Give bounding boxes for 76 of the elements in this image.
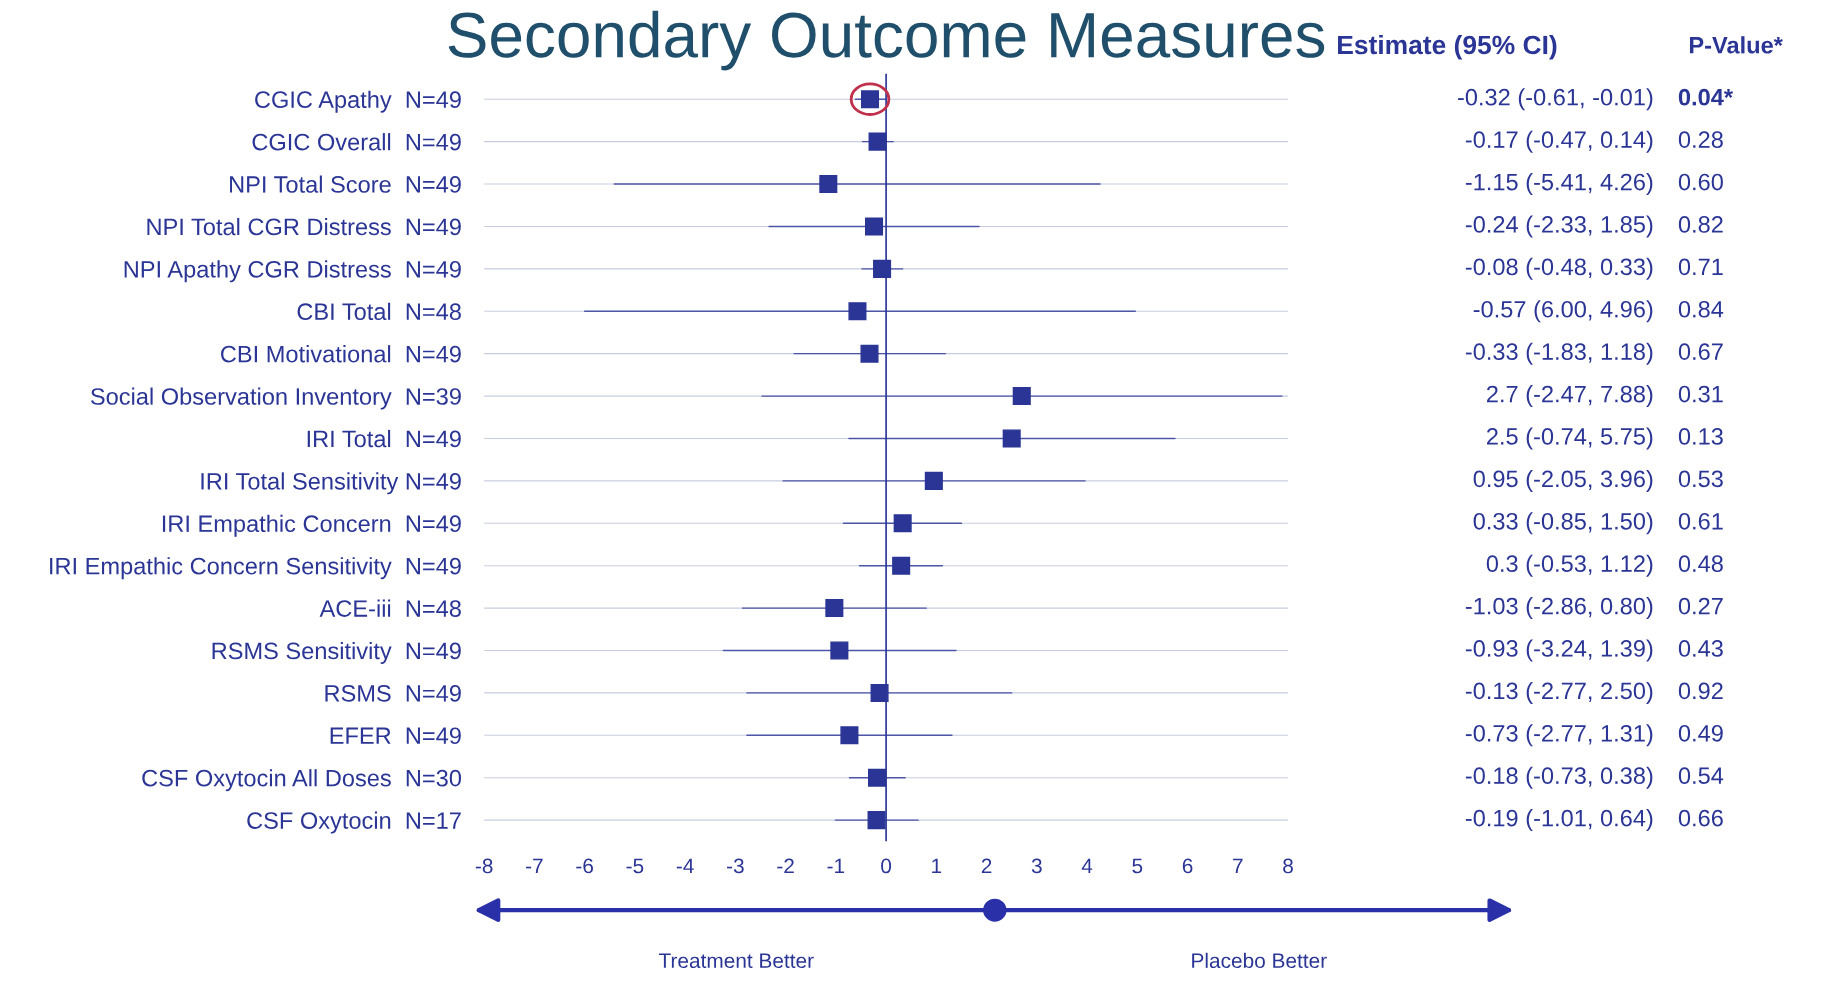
text: 0.49 xyxy=(1678,724,1723,742)
x-tick-label: -5 xyxy=(626,858,644,874)
data-label: -0.73 (-2.77, 1.31) xyxy=(1465,724,1653,747)
y-tick-label: IRI Empathic Concern Sensitivity N=49 xyxy=(50,557,461,580)
data-label: 2.7 (-2.47, 7.88) xyxy=(1487,385,1653,408)
y-tick-label: IRI Empathic Concern N=49 xyxy=(162,514,461,537)
x-tick-label: -6 xyxy=(576,858,593,874)
y-tick-label: CGIC Apathy N=49 xyxy=(255,90,461,113)
x-tick-label: 8 xyxy=(1283,858,1293,874)
y-tick-label: IRI Total N=49 xyxy=(307,429,461,448)
data-label: -1.03 (-2.86, 0.80) xyxy=(1465,597,1653,620)
y-tick-label: CGIC Overall N=49 xyxy=(252,133,461,151)
x-tick-label: 7 xyxy=(1233,858,1243,874)
text: 0.66 xyxy=(1678,809,1723,827)
x-tick-label: -2 xyxy=(777,858,794,874)
data-label: 0.33 (-0.85, 1.50) xyxy=(1473,512,1653,535)
y-tick-label: CSF Oxytocin All Doses N=30 xyxy=(142,769,462,792)
x-tick-label: 3 xyxy=(1031,858,1042,874)
text: Estimate (95% CI) xyxy=(1338,34,1557,60)
data-label: -1.15 (-5.41, 4.26) xyxy=(1465,173,1653,196)
data-label: -0.33 (-1.83, 1.18) xyxy=(1465,342,1653,365)
text: 0.60 xyxy=(1678,173,1723,191)
text: 0.71 xyxy=(1678,258,1723,276)
x-tick-label: 0 xyxy=(881,858,892,874)
x-tick-label: -7 xyxy=(526,858,543,874)
text: Placebo Better xyxy=(1192,952,1327,969)
text: P-Value* xyxy=(1689,36,1783,54)
y-tick-label: IRI Total Sensitivity N=49 xyxy=(201,472,461,495)
x-tick-label: 1 xyxy=(932,858,942,874)
text: 0.43 xyxy=(1678,640,1723,657)
y-tick-label: NPI Total CGR Distress N=49 xyxy=(147,217,461,236)
text: 0.82 xyxy=(1678,216,1723,233)
data-label: -0.32 (-0.61, -0.01) xyxy=(1458,88,1653,111)
text: 0.67 xyxy=(1678,343,1723,361)
x-tick-label: 5 xyxy=(1132,858,1143,874)
y-tick-label: RSMS Sensitivity N=49 xyxy=(212,641,461,664)
data-label: -0.17 (-0.47, 0.14) xyxy=(1465,130,1653,153)
data-label: -0.08 (-0.48, 0.33) xyxy=(1465,257,1653,280)
data-label: -0.24 (-2.33, 1.85) xyxy=(1465,215,1653,238)
chart-title: Secondary Outcome Measures xyxy=(448,10,1325,71)
x-tick-label: 6 xyxy=(1182,858,1193,874)
data-label: -0.19 (-1.01, 0.64) xyxy=(1465,809,1653,832)
text: 0.48 xyxy=(1678,555,1723,573)
text: 0.27 xyxy=(1678,597,1723,615)
text: 0.53 xyxy=(1678,470,1723,488)
y-tick-label: CBI Motivational N=49 xyxy=(221,345,461,363)
data-label: 0.3 (-0.53, 1.12) xyxy=(1486,554,1653,577)
y-tick-label: RSMS N=49 xyxy=(325,684,461,702)
x-tick-label: -1 xyxy=(827,858,845,874)
text: 0.54 xyxy=(1678,767,1724,785)
data-label: -0.93 (-3.24, 1.39) xyxy=(1465,639,1653,662)
data-label: -0.57 (6.00, 4.96) xyxy=(1473,300,1653,323)
x-tick-label: -3 xyxy=(727,858,744,874)
text: Treatment Better xyxy=(658,953,814,969)
text: 0.61 xyxy=(1678,512,1723,530)
y-tick-label: CBI Total N=48 xyxy=(297,302,461,321)
y-tick-label: NPI Apathy CGR Distress N=49 xyxy=(124,260,461,283)
data-label: -0.18 (-0.73, 0.38) xyxy=(1465,766,1653,789)
y-tick-label: EFER N=49 xyxy=(330,727,461,745)
text: 0.92 xyxy=(1678,682,1723,700)
text: 0.31 xyxy=(1678,385,1723,403)
text: 0.84 xyxy=(1678,300,1724,318)
x-tick-label: -8 xyxy=(475,858,493,874)
y-tick-label: NPI Total Score N=49 xyxy=(230,175,461,193)
data-label: -0.13 (-2.77, 2.50) xyxy=(1465,681,1653,704)
text: 0.04* xyxy=(1678,88,1734,106)
x-tick-label: -4 xyxy=(676,858,694,874)
text: 0.28 xyxy=(1678,131,1723,148)
data-label: 0.95 (-2.05, 3.96) xyxy=(1473,469,1653,492)
y-tick-label: ACE-iii N=48 xyxy=(319,599,461,617)
text: 0.13 xyxy=(1678,428,1723,445)
y-tick-label: Social Observation Inventory N=39 xyxy=(90,387,461,410)
x-tick-label: 2 xyxy=(981,858,992,874)
x-tick-label: 4 xyxy=(1081,858,1093,874)
y-tick-label: CSF Oxytocin N=17 xyxy=(247,811,461,834)
data-label: 2.5 (-0.74, 5.75) xyxy=(1487,427,1653,450)
